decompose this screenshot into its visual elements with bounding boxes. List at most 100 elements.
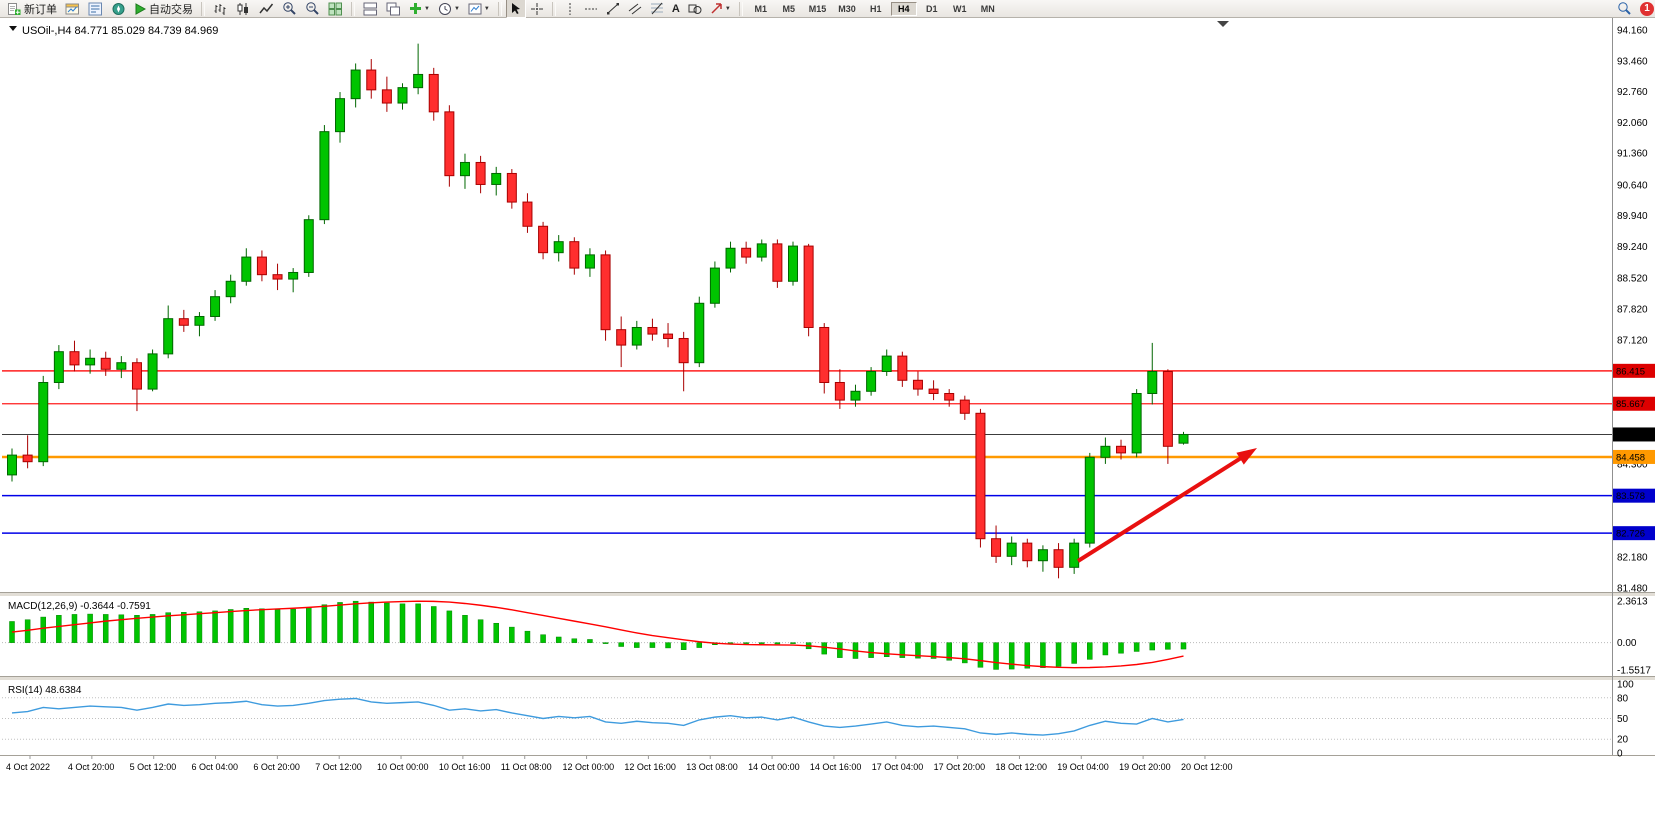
macd-histogram-bar: [149, 614, 156, 643]
candle: [1084, 456, 1095, 544]
price-scale-label: 82.180: [1617, 553, 1648, 564]
timeframe-m1-button[interactable]: M1: [754, 3, 768, 14]
candle: [413, 73, 424, 89]
channel-button[interactable]: [624, 0, 646, 18]
price-line-label: 84.969: [1616, 430, 1645, 441]
price-lines-layer[interactable]: [2, 370, 1612, 534]
shapes-button[interactable]: [684, 0, 706, 18]
macd-histogram-bar: [743, 642, 749, 644]
candle: [38, 381, 49, 463]
price-line-label-box: [1613, 427, 1655, 442]
arrange-windows-button[interactable]: [359, 0, 382, 18]
chart-title: USOil-,H4 84.771 85.029 84.739 84.969: [22, 25, 218, 37]
time-axis-label: 13 Oct 08:00: [686, 762, 738, 772]
macd-histogram-bar: [384, 602, 390, 643]
price-scale-label: 88.520: [1617, 274, 1648, 285]
toolbar-separator: [201, 1, 205, 16]
timeframe-mn-button[interactable]: MN: [980, 3, 995, 14]
timeframe-m30-button[interactable]: M30: [838, 3, 856, 14]
candle: [350, 69, 361, 100]
panel-splitter[interactable]: [0, 676, 1655, 681]
zoom-in-button[interactable]: [278, 0, 301, 18]
timeframe-w1-button[interactable]: W1: [953, 3, 967, 14]
cursor-button[interactable]: [505, 0, 526, 18]
candle: [428, 73, 439, 113]
rsi-label: RSI(14) 48.6384: [8, 685, 82, 696]
candle: [1006, 542, 1017, 557]
macd-histogram-bar: [243, 608, 250, 643]
toolbar-separator: [551, 1, 556, 16]
price-line-label: 84.458: [1616, 452, 1645, 463]
bars-chart-button[interactable]: [209, 0, 232, 18]
candles-layer: [7, 43, 1189, 579]
timeframe-h1-button[interactable]: H1: [870, 3, 882, 14]
candle: [709, 267, 720, 304]
navigator-button[interactable]: [107, 0, 130, 18]
cascade-windows-button[interactable]: [382, 0, 405, 18]
macd-histogram-bar: [415, 603, 421, 643]
tile-windows-button[interactable]: [324, 0, 347, 18]
chart-window-button[interactable]: [61, 0, 84, 18]
fibonacci-button[interactable]: [646, 0, 668, 18]
trend-arrow[interactable]: [1076, 448, 1257, 563]
macd-histogram-bar: [306, 607, 312, 643]
macd-histogram-bar: [571, 638, 578, 643]
macd-histogram-bar: [259, 608, 265, 643]
price-line-label-box: [1613, 396, 1655, 411]
candle: [694, 302, 705, 364]
add-indicator-button[interactable]: ▼: [405, 0, 434, 18]
crosshair-button[interactable]: [526, 0, 548, 18]
price-scale-label: 89.940: [1617, 211, 1648, 222]
text-tool-button[interactable]: A: [668, 0, 684, 18]
line-chart-button[interactable]: [255, 0, 278, 18]
chart-shift-marker-icon[interactable]: [1217, 21, 1229, 27]
rsi-panel: RSI(14) 48.6384 100 80 50 20 0: [2, 680, 1634, 760]
zoom-out-button[interactable]: [301, 0, 324, 18]
periodicity-button[interactable]: ▼: [434, 0, 464, 18]
template-button[interactable]: ▼: [464, 0, 494, 18]
time-axis[interactable]: 4 Oct 2022 4 Oct 20:00 5 Oct 12:00 6 Oct 04…: [6, 756, 1233, 772]
timeframe-h4-button[interactable]: H4: [890, 1, 917, 16]
price-line-label: 85.667: [1616, 399, 1645, 410]
candle: [928, 388, 939, 394]
autotrading-button[interactable]: 自动交易: [130, 0, 197, 18]
candle: [366, 69, 377, 91]
market-watch-button[interactable]: [84, 0, 107, 18]
bars-chart-icon: [213, 2, 228, 16]
candlestick-chart-button[interactable]: [232, 0, 255, 18]
candle: [225, 280, 236, 298]
timeframe-m5-button[interactable]: M5: [782, 3, 796, 14]
macd-histogram-bar: [587, 639, 593, 643]
one-click-trading-arrow-icon[interactable]: [9, 26, 17, 31]
macd-histogram-bar: [352, 600, 359, 643]
candle: [975, 412, 986, 540]
timeframe-d1-button[interactable]: D1: [926, 3, 938, 14]
trendline-button[interactable]: [602, 0, 624, 18]
panel-splitter[interactable]: [0, 592, 1655, 597]
channel-icon: [628, 2, 642, 15]
candle: [131, 362, 142, 390]
vertical-line-button[interactable]: [560, 0, 580, 18]
candle: [241, 256, 252, 282]
candle: [22, 454, 33, 463]
price-scale-label: 81.480: [1617, 583, 1648, 594]
macd-label: MACD(12,26,9) -0.3644 -0.7591: [8, 601, 151, 612]
candle: [335, 98, 346, 133]
timeframe-m15-button[interactable]: M15: [808, 3, 827, 14]
time-axis-label: 10 Oct 16:00: [439, 762, 491, 772]
candle: [53, 351, 64, 383]
new-order-button[interactable]: 新订单: [3, 0, 61, 18]
arrows-tool-button[interactable]: ▼: [706, 0, 735, 18]
horizontal-line-button[interactable]: [580, 0, 602, 18]
search-button[interactable]: [1613, 0, 1636, 18]
time-axis-label: 17 Oct 04:00: [872, 762, 924, 772]
macd-histogram-bar: [493, 622, 499, 643]
macd-histogram-bar: [930, 642, 937, 659]
rsi-scale-label: 100: [1617, 680, 1634, 691]
notification-badge[interactable]: 1: [1640, 1, 1654, 16]
toolbar-separator: [351, 1, 355, 16]
candle: [788, 245, 798, 282]
candle: [991, 538, 1002, 557]
price-scale-label: 84.300: [1617, 459, 1648, 470]
